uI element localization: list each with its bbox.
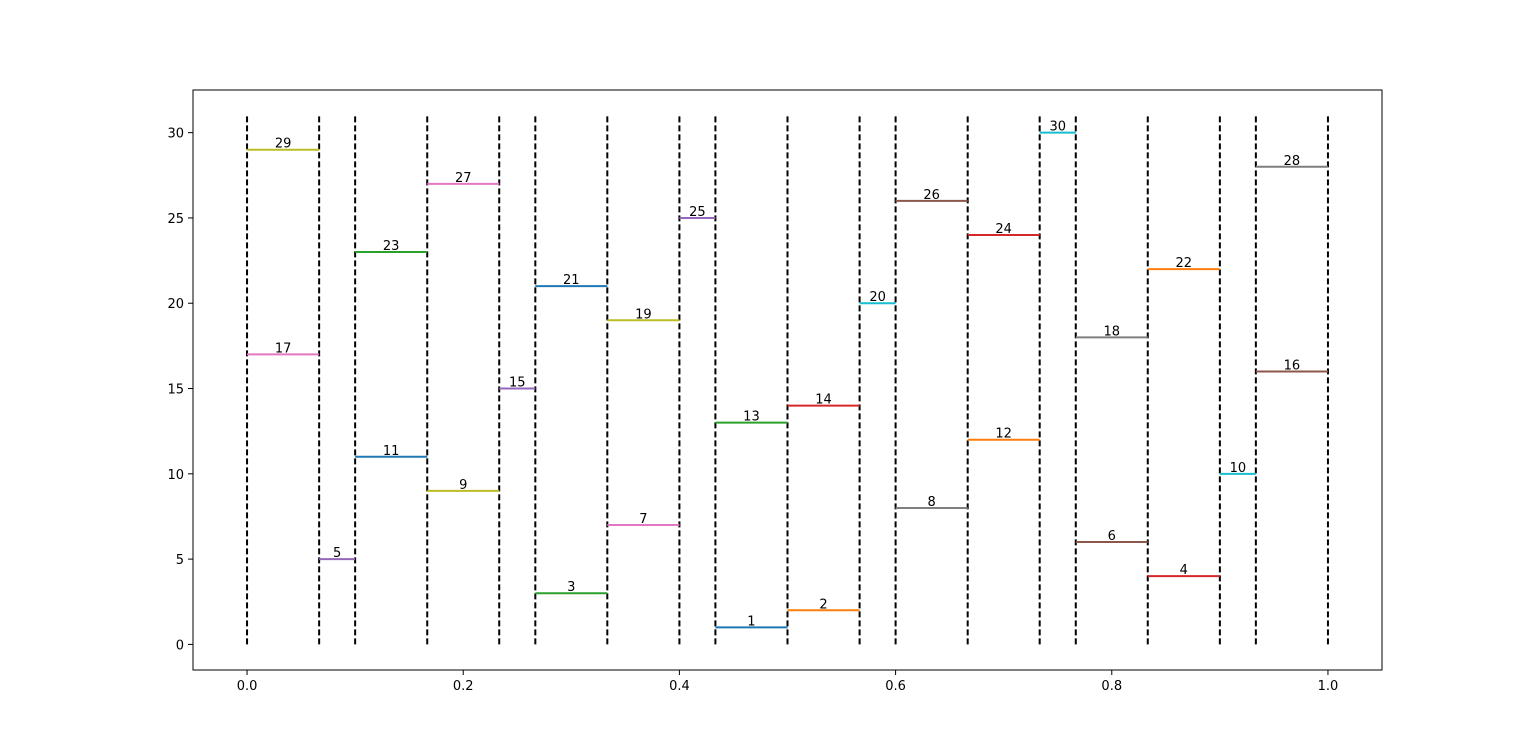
x-tick-label: 0.6 — [885, 679, 906, 694]
x-tick-label: 0.0 — [237, 679, 258, 694]
segment-label: 10 — [1230, 461, 1247, 476]
segment-label: 22 — [1176, 256, 1193, 271]
segment-label: 23 — [383, 239, 400, 254]
segment-label: 2 — [819, 597, 827, 612]
segment-label: 11 — [383, 444, 400, 459]
segment-label: 16 — [1284, 358, 1301, 373]
segment-label: 29 — [275, 137, 292, 152]
segment-label: 21 — [563, 273, 580, 288]
segment-label: 27 — [455, 171, 472, 186]
segment-label: 9 — [459, 478, 467, 493]
y-tick-label: 15 — [167, 383, 184, 398]
segment-label: 20 — [869, 290, 886, 305]
segment-label: 30 — [1049, 120, 1066, 135]
y-tick-label: 30 — [167, 127, 184, 142]
segment-label: 3 — [567, 580, 575, 595]
segment-label: 13 — [743, 410, 760, 425]
segment-label: 18 — [1103, 324, 1120, 339]
segment-label: 4 — [1180, 563, 1188, 578]
segment-label: 12 — [995, 427, 1012, 442]
x-tick-label: 0.4 — [669, 679, 690, 694]
segment-label: 1 — [747, 614, 755, 629]
segment-label: 19 — [635, 307, 652, 322]
segment-label: 17 — [275, 341, 292, 356]
segment-label: 15 — [509, 376, 526, 391]
y-tick-label: 0 — [176, 638, 184, 653]
y-tick-label: 25 — [167, 212, 184, 227]
segment-label: 24 — [995, 222, 1012, 237]
x-tick-label: 0.8 — [1101, 679, 1122, 694]
segment-label: 6 — [1108, 529, 1116, 544]
segment-label: 7 — [639, 512, 647, 527]
y-tick-label: 20 — [167, 297, 184, 312]
segment-label: 14 — [815, 393, 832, 408]
segment-label: 8 — [927, 495, 935, 510]
segment-label: 25 — [689, 205, 706, 220]
y-tick-label: 10 — [167, 468, 184, 483]
y-tick-label: 5 — [176, 553, 184, 568]
segment-label: 26 — [923, 188, 940, 203]
x-tick-label: 1.0 — [1318, 679, 1339, 694]
segment-label: 28 — [1284, 154, 1301, 169]
segment-label: 5 — [333, 546, 341, 561]
x-tick-label: 0.2 — [453, 679, 474, 694]
